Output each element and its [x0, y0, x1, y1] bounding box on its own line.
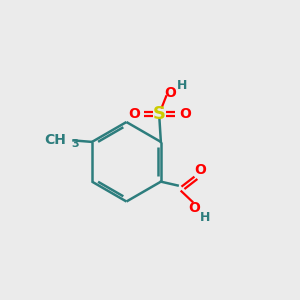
Text: 3: 3 — [71, 139, 78, 149]
Text: O: O — [194, 163, 206, 177]
Text: O: O — [164, 86, 176, 100]
Text: S: S — [153, 105, 166, 123]
Text: CH: CH — [44, 133, 66, 147]
Text: O: O — [179, 107, 191, 121]
Text: O: O — [128, 107, 140, 121]
Text: O: O — [188, 201, 200, 214]
Text: H: H — [200, 212, 210, 224]
Text: H: H — [177, 79, 187, 92]
